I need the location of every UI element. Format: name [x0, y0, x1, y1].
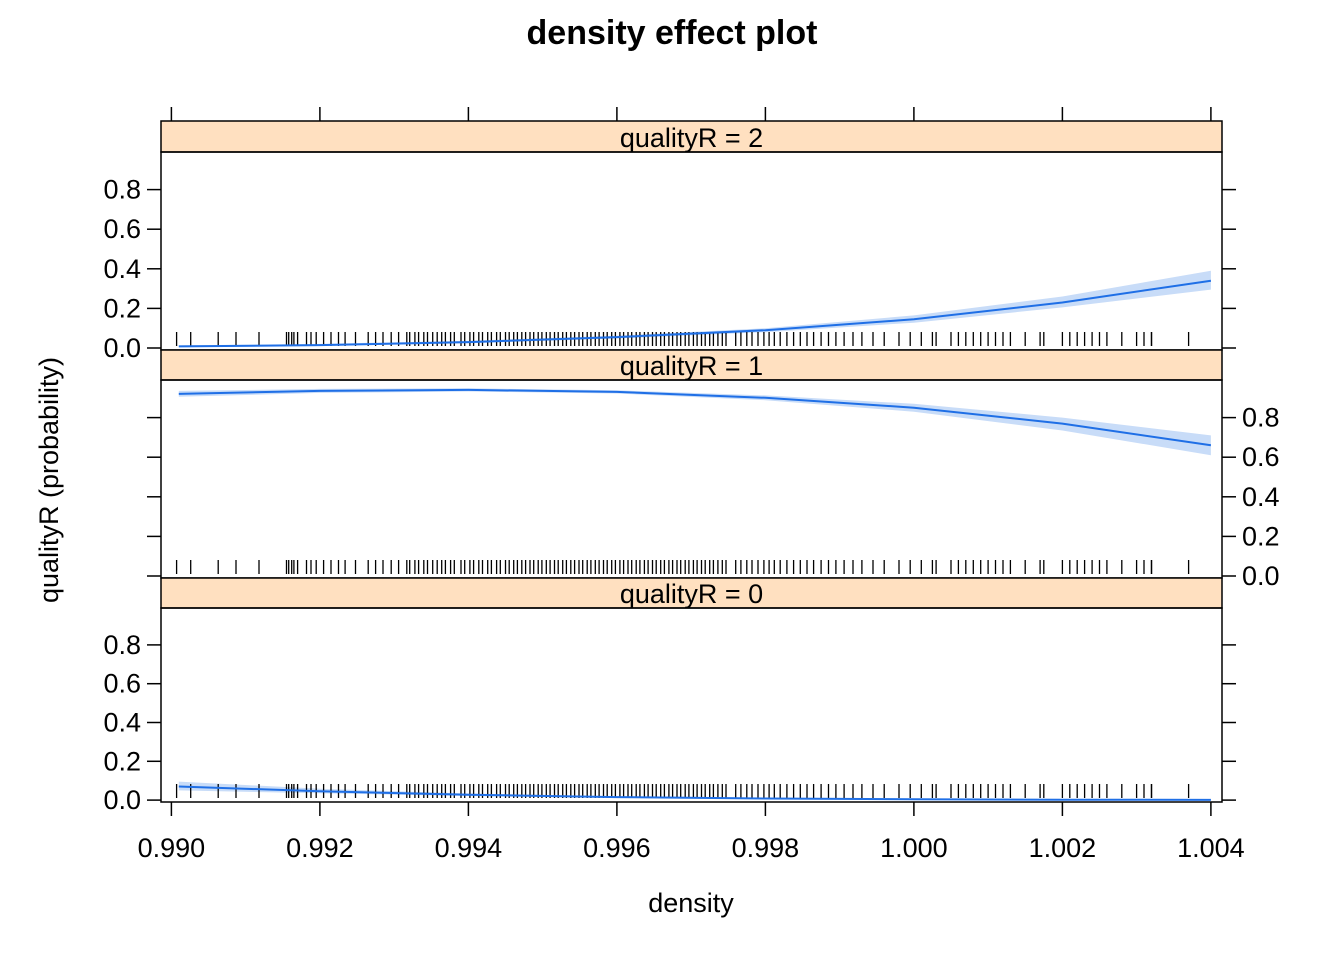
x-tick-label: 0.998: [732, 833, 800, 863]
panel-strip: [160, 120, 1223, 153]
y-tick-label: 0.8: [1242, 403, 1280, 433]
x-tick-label: 1.000: [880, 833, 948, 863]
y-tick-label: 0.2: [1242, 521, 1280, 551]
panel-strip: [160, 349, 1223, 381]
panel-3: qualityR = 0 0.0 0.2 0.4 0.6 0.8: [103, 577, 1236, 815]
y-tick-label: 0.8: [103, 630, 141, 660]
panel-frame: [160, 607, 1223, 803]
x-axis-label: density: [648, 888, 734, 918]
x-tick-label: 0.996: [583, 833, 651, 863]
panels-layer: qualityR = 2 0.0 0.2 0.4 0.6 0.8 qualityR = 1 0…: [103, 107, 1280, 815]
y-axis-label: qualityR (probability): [34, 357, 64, 603]
x-tick-label: 0.994: [435, 833, 503, 863]
y-tick-label: 0.8: [103, 175, 141, 205]
y-tick-label: 0.6: [1242, 442, 1280, 472]
x-tick-label: 0.990: [138, 833, 206, 863]
panel-strip-label: qualityR = 1: [620, 351, 763, 381]
fit-line: [178, 785, 1211, 801]
y-tick-label: 0.4: [103, 254, 141, 284]
panel-1: qualityR = 2 0.0 0.2 0.4 0.6 0.8: [103, 107, 1236, 363]
y-tick-label: 0.0: [1242, 561, 1280, 591]
fit-line: [178, 388, 1212, 447]
axes-layer: 0.990 0.992 0.994 0.996 0.998 1.000 1.002 1.004: [138, 802, 1245, 863]
panel-strip-label: qualityR = 0: [620, 579, 763, 609]
panel-strip-label: qualityR = 2: [620, 123, 763, 153]
y-tick-label: 0.4: [1242, 482, 1280, 512]
y-tick-label: 0.6: [103, 214, 141, 244]
chart-title: density effect plot: [527, 14, 818, 52]
panel-strip: [160, 577, 1223, 609]
y-tick-label: 0.4: [103, 708, 141, 738]
y-tick-label: 0.0: [103, 333, 141, 363]
y-tick-label: 0.6: [103, 669, 141, 699]
x-tick-label: 0.992: [286, 833, 354, 863]
x-tick-label: 1.004: [1177, 833, 1245, 863]
x-tick-label: 1.002: [1029, 833, 1097, 863]
y-tick-label: 0.2: [103, 746, 141, 776]
fit-line: [178, 279, 1212, 348]
confidence-band: [178, 388, 1211, 456]
y-tick-label: 0.2: [103, 293, 141, 323]
panel-2: qualityR = 1 0.0 0.2 0.4 0.6 0.8: [147, 349, 1280, 591]
y-tick-label: 0.0: [103, 785, 141, 815]
